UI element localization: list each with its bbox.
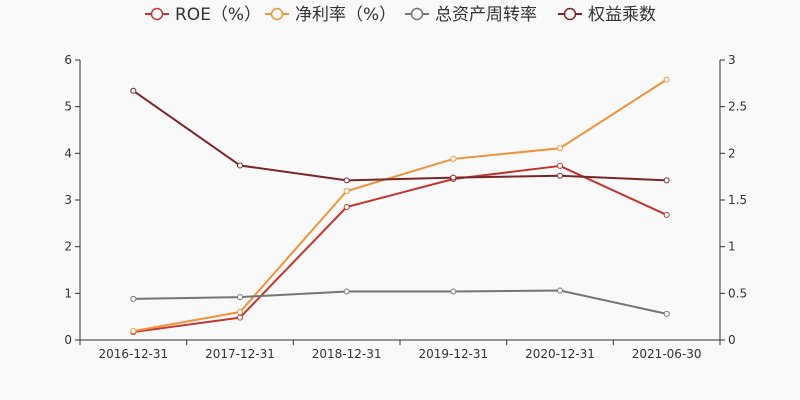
y-right-tick-label: 1 — [728, 240, 736, 254]
y-left-tick-label: 0 — [64, 333, 72, 347]
data-point — [557, 172, 563, 179]
legend-label: 权益乘数 — [588, 5, 656, 25]
y-left-tick-label: 3 — [64, 193, 72, 207]
y-right-tick-label: 2.5 — [728, 100, 747, 114]
data-point — [663, 211, 670, 218]
legend-swatch-marker — [270, 7, 284, 21]
x-tick-label: 2016-12-31 — [98, 347, 168, 361]
legend-label: ROE（%） — [175, 5, 261, 25]
legend-label: 总资产周转率 — [435, 5, 537, 25]
series-line-0 — [133, 164, 668, 334]
data-point — [663, 177, 670, 184]
data-point — [343, 177, 350, 184]
y-right-tick-label: 1.5 — [728, 193, 747, 207]
y-left-tick-label: 2 — [64, 240, 72, 254]
data-point — [557, 162, 563, 169]
legend-swatch-marker — [150, 7, 164, 21]
legend-item-3[interactable]: 权益乘数 — [558, 5, 656, 25]
legend: ROE（%） 净利率（%） 总资产周转率 权益乘数 — [145, 5, 656, 25]
data-point — [130, 295, 137, 302]
legend-item-0[interactable]: ROE（%） — [145, 5, 261, 25]
legend-swatch-marker — [410, 7, 424, 21]
y-right-tick-label: 3 — [728, 53, 736, 67]
axes: 0 1 2 3 4 5 6 0 0.5 1 1.5 2 2.5 3 2016-12-31 2017-12-31… — [64, 53, 747, 361]
data-point — [557, 145, 563, 152]
y-left-tick-label: 1 — [64, 286, 72, 300]
data-point — [450, 288, 457, 295]
legend-label: 净利率（%） — [295, 5, 396, 25]
legend-item-1[interactable]: 净利率（%） — [265, 5, 396, 25]
data-point — [237, 314, 243, 321]
legend-swatch-marker — [563, 7, 577, 21]
x-tick-label: 2021-06-30 — [632, 347, 702, 361]
x-tick-label: 2020-12-31 — [525, 347, 595, 361]
series-line-2 — [133, 289, 667, 315]
y-right-tick-label: 0 — [728, 333, 736, 347]
y-left-tick-label: 6 — [64, 53, 72, 67]
data-point — [130, 328, 137, 335]
data-point — [237, 294, 243, 301]
legend-item-2[interactable]: 总资产周转率 — [405, 5, 537, 25]
y-left-tick-label: 5 — [64, 100, 72, 114]
data-point — [343, 188, 350, 195]
data-point — [343, 288, 350, 295]
y-left-tick-label: 4 — [64, 146, 72, 160]
data-point — [343, 204, 350, 210]
data-point — [663, 310, 670, 317]
data-point — [237, 162, 243, 169]
y-right-tick-label: 0.5 — [728, 286, 747, 300]
series-lines — [130, 76, 670, 336]
x-tick-label: 2019-12-31 — [418, 347, 488, 361]
data-point — [237, 309, 243, 315]
series-line-1 — [133, 78, 668, 333]
data-point — [557, 287, 563, 294]
data-point — [450, 174, 457, 181]
x-tick-label: 2018-12-31 — [312, 347, 382, 361]
data-point — [130, 87, 137, 94]
x-tick-label: 2017-12-31 — [205, 347, 275, 361]
y-right-tick-label: 2 — [728, 146, 736, 160]
series-line-3 — [132, 89, 667, 182]
data-point — [450, 155, 457, 162]
data-point — [663, 76, 670, 83]
